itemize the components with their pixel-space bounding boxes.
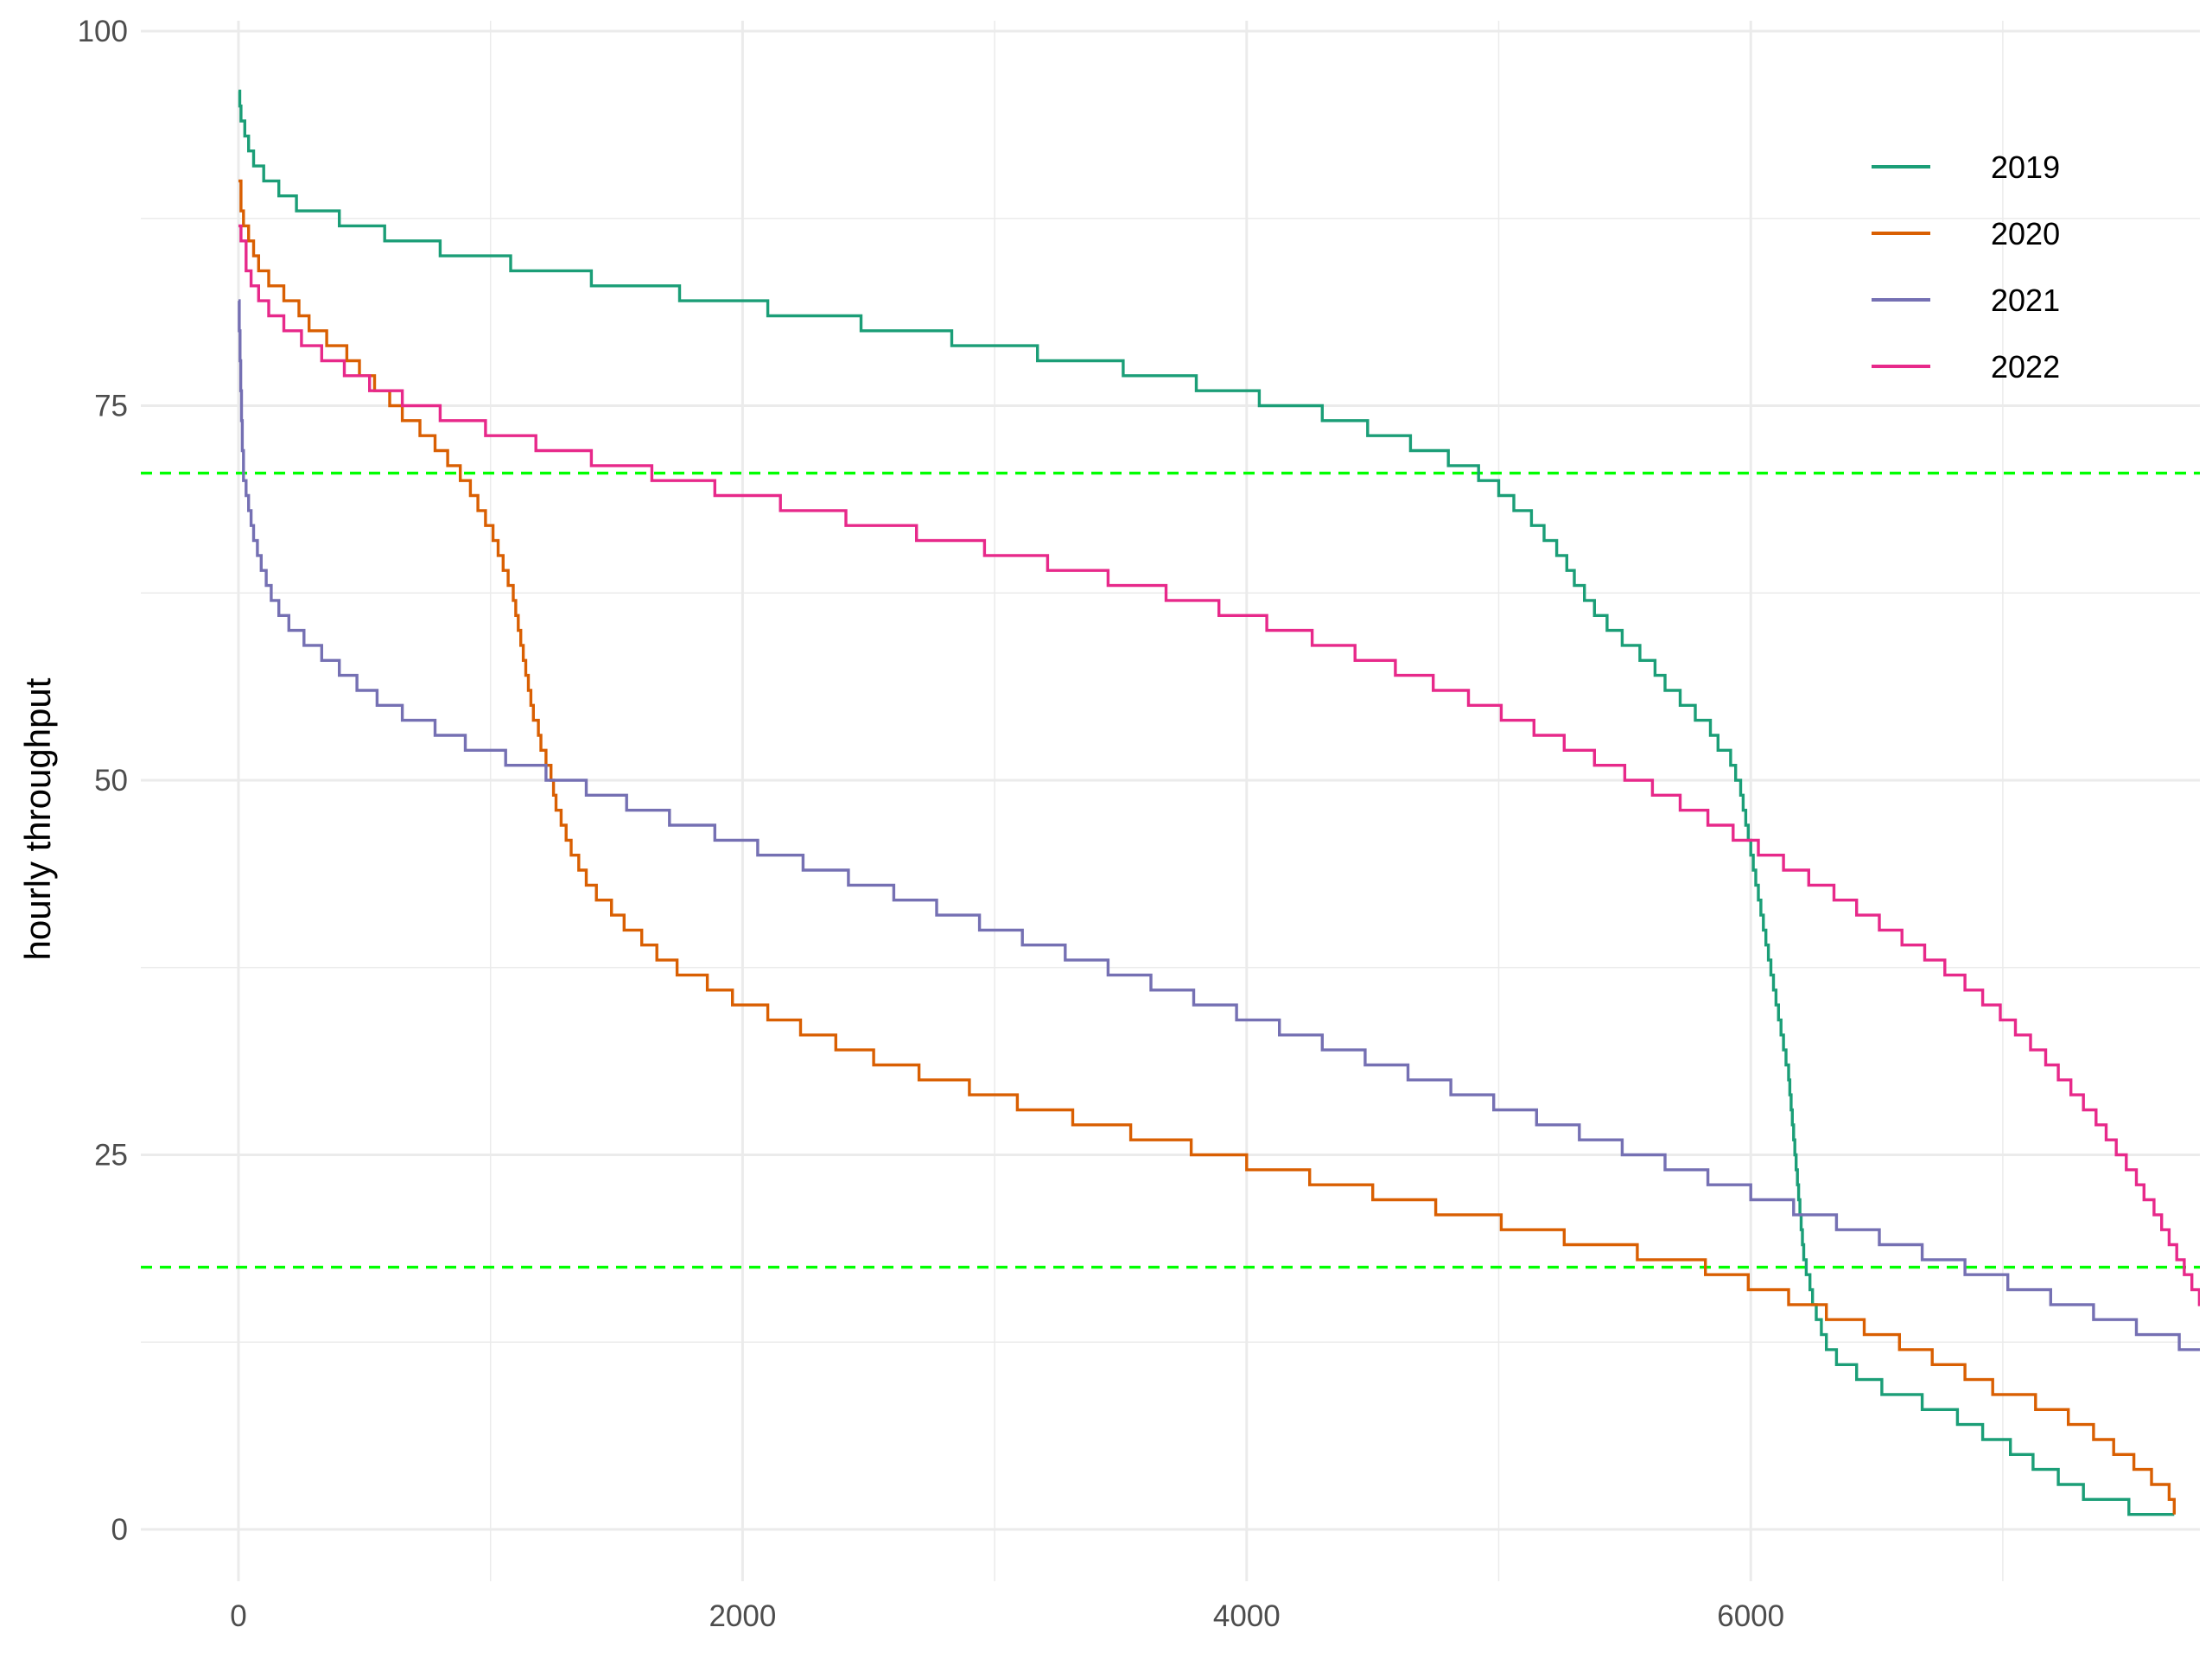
y-tick-label: 100: [78, 15, 128, 48]
series-line-2020: [238, 179, 2176, 1515]
tick-labels: 0 25 50 75 100 0 2000 4000 6000: [78, 15, 1785, 1633]
series-line-2019: [238, 89, 2175, 1516]
series-line-2021: [238, 299, 2200, 1351]
grid: [141, 21, 2200, 1581]
legend-label-2020: 2020: [1991, 216, 2060, 251]
legend-label-2021: 2021: [1991, 283, 2060, 318]
legend-label-2022: 2022: [1991, 349, 2060, 385]
y-tick-label: 0: [111, 1513, 128, 1547]
legend: 2019 2020 2021 2022: [1872, 149, 2060, 385]
y-tick-label: 75: [94, 390, 128, 423]
reference-lines: [141, 471, 2200, 1269]
series-line-2022: [238, 224, 2200, 1306]
x-tick-label: 4000: [1213, 1599, 1281, 1633]
y-tick-label: 50: [94, 764, 128, 798]
series-lines: [238, 89, 2200, 1516]
x-tick-label: 0: [230, 1599, 246, 1633]
x-tick-label: 2000: [709, 1599, 776, 1633]
x-tick-label: 6000: [1717, 1599, 1784, 1633]
y-axis-title: hourly throughput: [17, 677, 58, 960]
legend-label-2019: 2019: [1991, 149, 2060, 185]
y-tick-label: 25: [94, 1139, 128, 1173]
